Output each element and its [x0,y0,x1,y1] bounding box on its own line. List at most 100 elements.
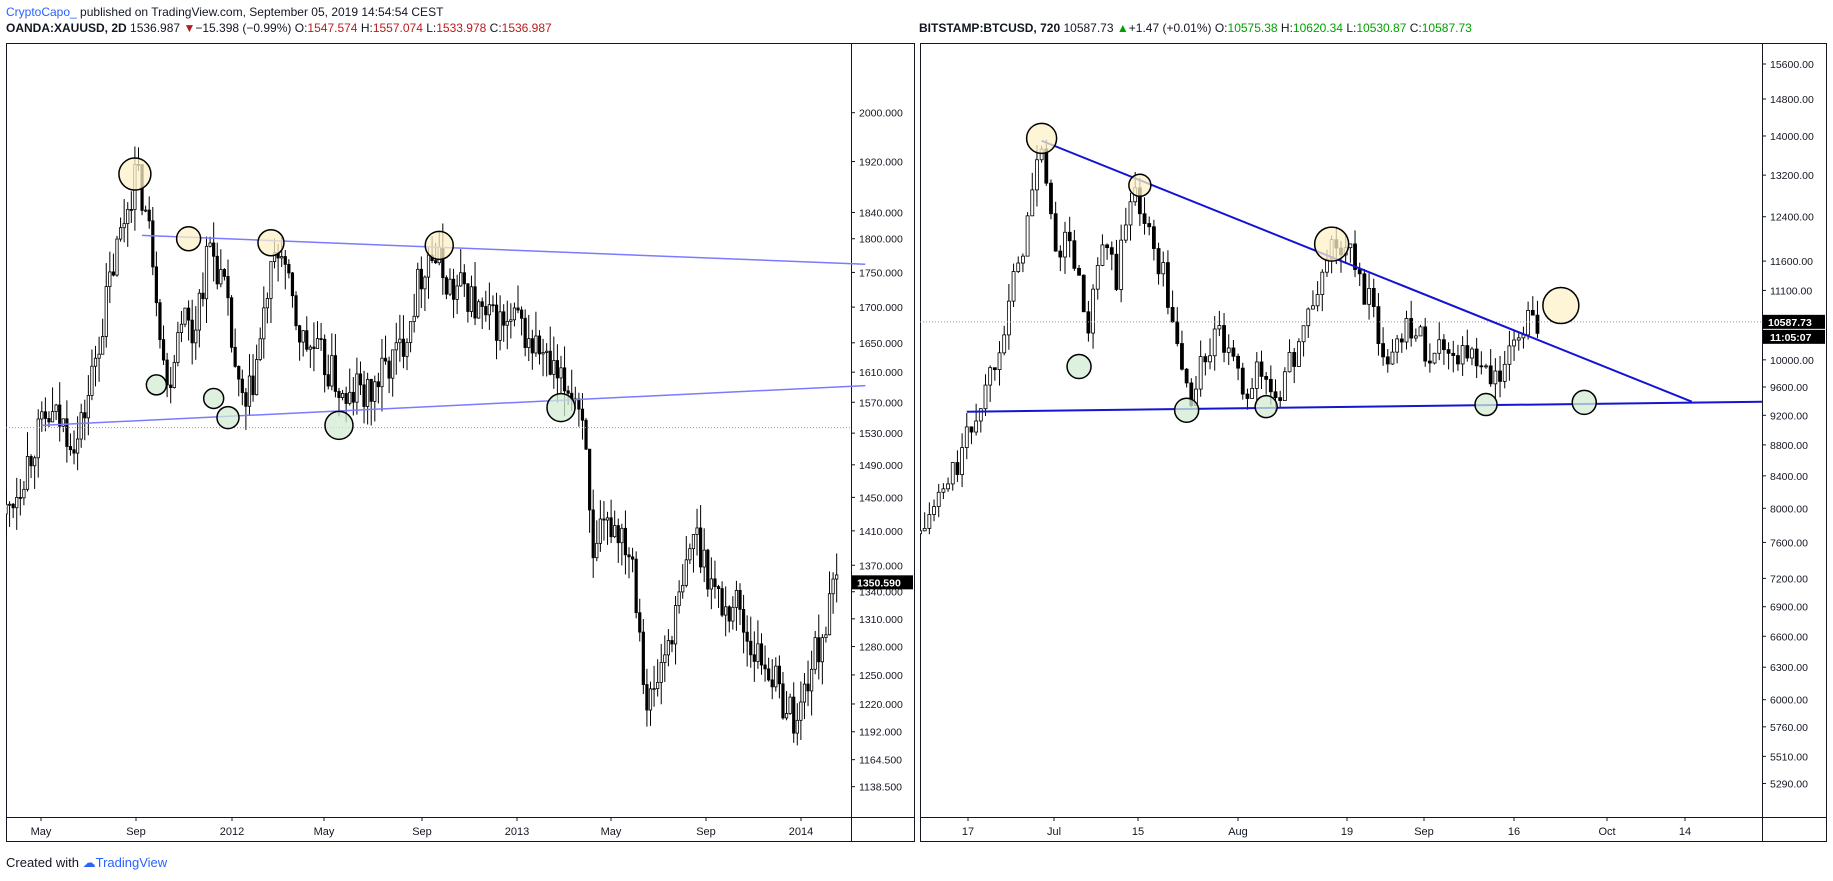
candle-body [90,365,94,396]
candle-body [584,419,588,450]
candle-body [477,301,481,319]
candle-body [1109,247,1114,255]
price-tick-label: 6300.00 [1770,662,1808,674]
candle-body [484,306,488,316]
candle-body [1423,326,1428,362]
candle-body [290,272,295,297]
resistance-circle [1313,226,1350,262]
candle-body [638,612,642,633]
candle-body [509,319,513,322]
candle-body [835,574,839,580]
candle-body [605,517,610,521]
candle-body [122,223,126,229]
candle-body [1465,345,1470,359]
candle-body [373,381,377,402]
candle-body [1049,182,1053,215]
candle-body [1021,255,1025,264]
candle-body [784,713,789,719]
candle-body [312,346,316,349]
xauusd-symbol[interactable]: OANDA:XAUUSD, 2D [6,21,127,35]
candle-body [240,378,244,394]
price-tick-label: 14800.00 [1770,94,1814,106]
xauusd-change: −15.398 (−0.99%) [195,21,292,35]
candle-body [616,525,620,544]
candle-body [684,559,688,586]
candle-body [749,640,753,656]
candle-body [333,355,338,392]
candle-body [1236,355,1240,369]
btcusd-symbol[interactable]: BITSTAMP:BTCUSD, 720 [919,21,1061,35]
candle-body [215,255,219,285]
candle-body [394,342,398,351]
price-tick-label: 1610.000 [859,367,903,379]
candle-body [258,338,262,360]
candle-body [964,426,969,448]
price-tick-label: 5290.00 [1770,778,1808,790]
candle-body [79,412,83,440]
candle-body [226,276,230,299]
candle-body [1479,365,1484,368]
candle-body [25,456,30,490]
candle-body [774,665,778,688]
tradingview-link[interactable]: TradingView [95,855,168,870]
countdown-tag [1763,329,1825,344]
candle-body [627,554,631,558]
xauusd-chart[interactable]: 2000.000 1920.000 1840.000 1800.000 1750.000… [6,43,915,843]
btcusd-close-label: C: [1409,21,1422,35]
candle-body [795,719,799,734]
candle-body [641,631,645,685]
time-tick-label: 19 [1341,826,1353,838]
candle-body [1208,355,1212,363]
candle-body [731,606,735,622]
btcusd-chart[interactable]: 15600.00 14800.00 14000.00 13200.00 12400.00… [920,43,1827,843]
candle-body [419,268,423,290]
candle-body [1390,351,1395,365]
candle-body [946,483,950,490]
candle-body [1142,213,1147,224]
candle-body [656,681,660,690]
candle-body [11,503,15,509]
price-tick-label: 1138.500 [859,782,902,794]
candle-body [713,578,717,588]
candle-body [434,260,438,264]
price-tick-label: 1490.000 [859,460,903,472]
candle-body [1240,367,1245,395]
candle-body [706,549,710,590]
candle-body [634,558,638,614]
support-circle [1066,353,1092,380]
time-tick-label: 2012 [220,826,244,838]
candle-body [577,398,581,410]
candle-body [247,375,252,407]
candle-body [1250,388,1255,399]
candle-body [459,272,463,287]
candle-body [1175,321,1180,344]
candle-body [36,418,40,459]
candle-body [1123,224,1128,241]
price-tick-label: 11600.00 [1770,256,1813,268]
candle-body [645,684,649,711]
candle-body [190,319,194,344]
candle-body [1362,273,1367,305]
candle-body [810,668,814,692]
candle-body [1282,371,1287,401]
candle-body [54,404,58,413]
xauusd-legend: OANDA:XAUUSD, 2D 1536.987 ▼−15.398 (−0.9… [6,21,552,35]
candle-body [1217,325,1222,330]
xauusd-high-label: H: [360,21,373,35]
candle-body [548,350,552,375]
price-tick-label: 1370.000 [859,560,903,572]
candle-body [1072,240,1077,269]
candle-body [541,352,545,355]
candle-body [827,593,832,636]
price-tick-label: 2000.000 [859,108,903,120]
candle-body [494,304,499,341]
candle-body [1245,393,1250,399]
candle-body [401,338,406,357]
price-tick-label: 1310.000 [859,614,903,626]
author-link[interactable]: CryptoCapo_ [6,5,77,19]
candle-body [455,285,459,300]
candle-body [108,271,112,288]
candle-body [29,456,33,467]
candle-body [466,283,470,312]
candle-body [1278,397,1283,401]
